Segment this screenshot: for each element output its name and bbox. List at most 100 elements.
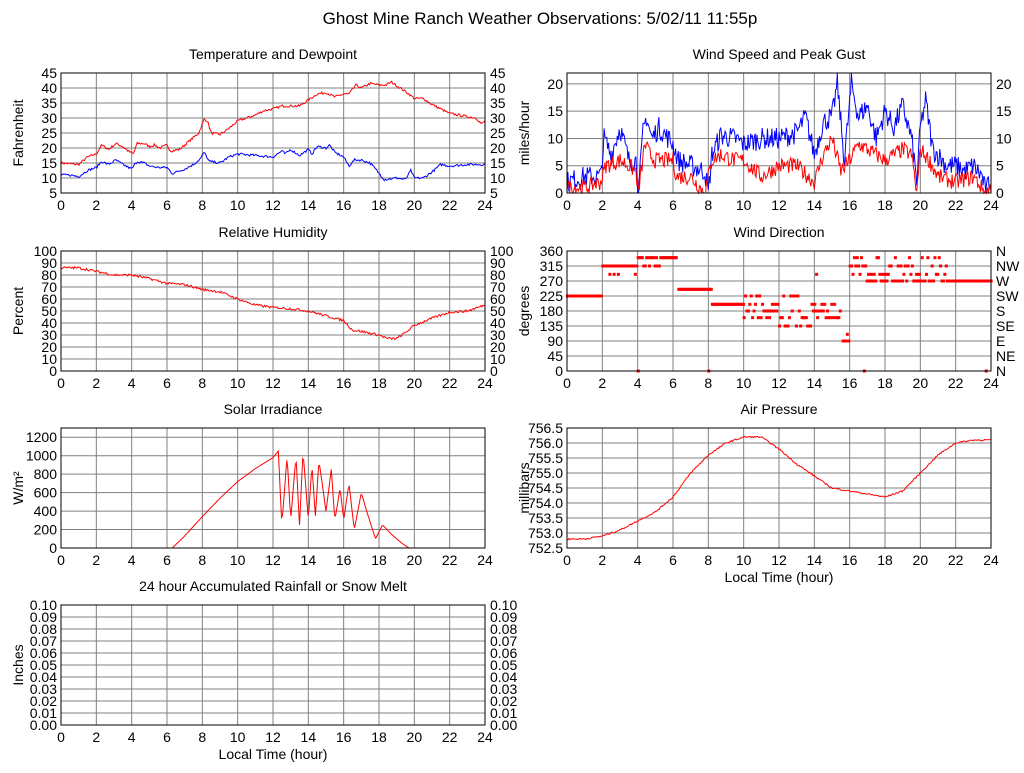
direction-point [787, 316, 791, 320]
x-tick-label: 2 [92, 729, 100, 745]
direction-point [926, 256, 930, 260]
direction-point [674, 256, 678, 260]
right-tick-label: 25 [490, 125, 506, 141]
direction-point [749, 294, 753, 298]
right-tick-label: W [996, 273, 1010, 289]
direction-point [765, 316, 769, 320]
direction-point [833, 302, 837, 306]
plot-frame [566, 72, 992, 194]
x-tick-label: 16 [336, 729, 352, 745]
direction-point [919, 279, 923, 283]
direction-point [920, 256, 924, 260]
direction-point [797, 309, 801, 313]
direction-point [657, 264, 661, 268]
direction-point [615, 264, 619, 268]
right-tick-label: 20 [490, 339, 506, 355]
y-tick-label: 1000 [26, 448, 57, 464]
direction-point [775, 309, 779, 313]
x-tick-label: 16 [336, 552, 352, 568]
x-tick-label: 20 [913, 375, 929, 391]
direction-point [855, 256, 859, 260]
direction-point [885, 279, 889, 283]
y-tick-label: 225 [540, 288, 564, 304]
x-tick-label: 4 [634, 197, 642, 213]
direction-point [796, 294, 800, 298]
direction-point [882, 279, 886, 283]
y-tick-label: 400 [34, 503, 58, 519]
direction-point [867, 272, 871, 276]
right-tick-label: 0 [996, 185, 1004, 201]
right-tick-label: 0.08 [490, 621, 517, 637]
x-tick-label: 14 [301, 375, 317, 391]
x-tick-label: 10 [736, 552, 752, 568]
direction-point [742, 316, 746, 320]
x-tick-label: 20 [407, 552, 423, 568]
x-tick-label: 18 [877, 375, 893, 391]
right-tick-label: SE [996, 318, 1015, 334]
direction-point [913, 279, 917, 283]
x-tick-label: 2 [598, 375, 606, 391]
direction-point [908, 256, 912, 260]
x-tick-label: 14 [807, 375, 823, 391]
x-tick-label: 2 [598, 552, 606, 568]
direction-point [778, 324, 781, 328]
right-tick-label: S [996, 303, 1005, 319]
right-tick-label: NE [996, 348, 1015, 364]
direction-point [799, 324, 803, 328]
x-tick-label: 18 [371, 375, 387, 391]
x-tick-label: 16 [842, 197, 858, 213]
x-axis-label: Local Time (hour) [725, 569, 834, 585]
direction-point [823, 302, 827, 306]
direction-point [816, 316, 820, 320]
y-axis-label: Fahrenheit [10, 99, 26, 166]
y-tick-label: 20 [41, 339, 57, 355]
y-tick-label: 0.09 [30, 609, 57, 625]
x-tick-label: 12 [771, 197, 787, 213]
y-tick-label: 45 [41, 65, 57, 81]
plot-frame [60, 72, 486, 194]
right-tick-label: 35 [490, 95, 506, 111]
y-axis-label: W/m² [10, 471, 26, 505]
direction-point [633, 272, 637, 276]
x-tick-label: 10 [230, 729, 246, 745]
direction-point [741, 302, 745, 306]
y-tick-label: 600 [34, 485, 58, 501]
x-tick-label: 8 [198, 375, 206, 391]
direction-point [937, 256, 941, 260]
direction-point [886, 272, 890, 276]
y-tick-label: 1200 [26, 429, 57, 445]
right-tick-label: 45 [490, 65, 506, 81]
direction-point [811, 309, 815, 313]
direction-point [616, 272, 620, 276]
x-tick-label: 20 [913, 552, 929, 568]
right-tick-label: 15 [490, 155, 506, 171]
direction-point [768, 316, 772, 320]
x-tick-label: 12 [771, 552, 787, 568]
direction-point [814, 309, 818, 313]
x-tick-label: 18 [371, 197, 387, 213]
direction-point [643, 264, 647, 268]
direction-point [864, 264, 868, 268]
x-tick-label: 14 [301, 197, 317, 213]
y-tick-label: 80 [41, 267, 57, 283]
x-tick-label: 6 [163, 729, 171, 745]
x-tick-label: 18 [877, 197, 893, 213]
y-tick-label: 752.5 [528, 540, 563, 556]
chart-title: Temperature and Dewpoint [189, 46, 357, 62]
x-tick-label: 0 [563, 197, 571, 213]
y-tick-label: 0.00 [30, 717, 57, 733]
direction-point [828, 316, 832, 320]
direction-point [943, 272, 947, 276]
direction-point [847, 339, 851, 343]
right-tick-label: SW [996, 288, 1019, 304]
y-tick-label: 30 [41, 327, 57, 343]
y-tick-label: 754.0 [528, 495, 563, 511]
direction-point [854, 264, 858, 268]
x-tick-label: 8 [198, 729, 206, 745]
direction-point [751, 316, 755, 320]
x-tick-label: 20 [913, 197, 929, 213]
x-tick-label: 4 [634, 375, 642, 391]
y-tick-label: 10 [547, 130, 563, 146]
right-tick-label: 30 [490, 327, 506, 343]
